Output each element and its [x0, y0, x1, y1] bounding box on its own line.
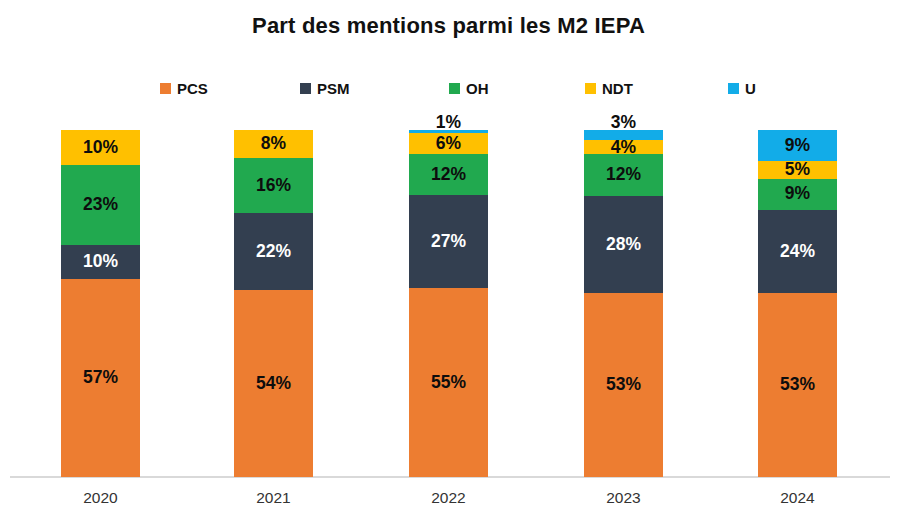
bar-2024: 9% 5% 9% 24% 53%: [758, 130, 837, 477]
segment-psm-2021: 22%: [234, 213, 313, 289]
segment-label: 12%: [606, 166, 641, 184]
segment-pcs-2023: 53%: [584, 293, 663, 477]
segment-label: 24%: [780, 243, 815, 261]
segment-ndt-2020: 10%: [61, 130, 140, 165]
segment-pcs-2020: 57%: [61, 279, 140, 477]
segment-label: 55%: [431, 374, 466, 392]
segment-ndt-2022: 6%: [409, 133, 488, 154]
segment-label: 53%: [606, 376, 641, 394]
x-axis-label-2020: 2020: [31, 489, 171, 507]
segment-psm-2024: 24%: [758, 210, 837, 293]
segment-pcs-2022: 55%: [409, 288, 488, 477]
bar-2020: 10% 23% 10% 57%: [61, 130, 140, 477]
segment-oh-2021: 16%: [234, 158, 313, 214]
segment-label: 54%: [256, 375, 291, 393]
segment-u-2024: 9%: [758, 130, 837, 161]
segment-label: 8%: [261, 135, 286, 153]
segment-ndt-2021: 8%: [234, 130, 313, 158]
segment-label: 10%: [83, 139, 118, 157]
segment-label: 9%: [785, 185, 810, 203]
segment-ndt-2024: 5%: [758, 161, 837, 178]
segment-label: 9%: [785, 137, 810, 155]
segment-label: 5%: [785, 161, 810, 179]
segment-pcs-2024: 53%: [758, 293, 837, 477]
segment-label: 22%: [256, 243, 291, 261]
outside-segment-label-u-2023: 3%: [574, 114, 673, 132]
segment-pcs-2021: 54%: [234, 290, 313, 477]
segment-psm-2020: 10%: [61, 245, 140, 280]
x-axis-label-2024: 2024: [728, 489, 868, 507]
segment-oh-2022: 12%: [409, 154, 488, 195]
segment-label: 6%: [436, 135, 461, 153]
bar-2022: 1%6%12%27%55%: [409, 130, 488, 477]
x-axis-label-2022: 2022: [379, 489, 519, 507]
plot-area: 10% 23% 10% 57% 2020 8% 16% 22% 54% 2021 1% 6% 12% 27…: [0, 0, 897, 517]
segment-oh-2023: 12%: [584, 154, 663, 196]
x-axis-label-2021: 2021: [204, 489, 344, 507]
segment-psm-2023: 28%: [584, 196, 663, 293]
segment-label: 23%: [83, 196, 118, 214]
x-axis-label-2023: 2023: [554, 489, 694, 507]
segment-label: 10%: [83, 253, 118, 271]
bar-2023: 3%4%12%28%53%: [584, 130, 663, 477]
segment-label: 27%: [431, 233, 466, 251]
segment-label: 28%: [606, 236, 641, 254]
segment-label: 57%: [83, 369, 118, 387]
bar-2021: 8% 16% 22% 54%: [234, 130, 313, 477]
stacked-bar-chart: Part des mentions parmi les M2 IEPA PCSP…: [0, 0, 897, 517]
segment-ndt-2023: 4%: [584, 140, 663, 154]
segment-oh-2020: 23%: [61, 165, 140, 245]
segment-label: 16%: [256, 177, 291, 195]
segment-label: 53%: [780, 376, 815, 394]
segment-oh-2024: 9%: [758, 179, 837, 210]
outside-segment-label-u-2022: 1%: [399, 114, 498, 132]
segment-psm-2022: 27%: [409, 195, 488, 288]
segment-label: 12%: [431, 166, 466, 184]
